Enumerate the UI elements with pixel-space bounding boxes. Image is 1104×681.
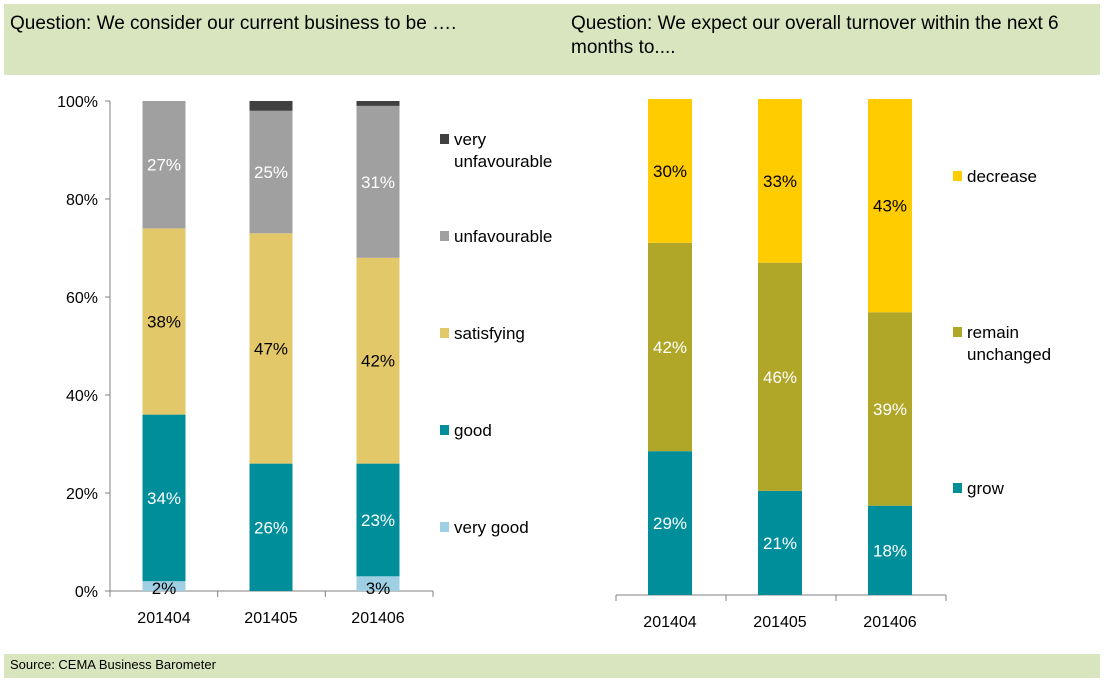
data-label: 43% xyxy=(873,197,907,216)
bar-segment-very-good xyxy=(142,581,186,591)
data-label: 21% xyxy=(763,534,797,553)
data-label: 46% xyxy=(763,368,797,387)
bar-segment-very-good xyxy=(356,576,400,591)
legend-label-good: good xyxy=(454,421,492,440)
y-tick-label: 20% xyxy=(66,486,98,503)
legend-swatch-remain-unchanged xyxy=(953,327,962,337)
x-tick-label: 201404 xyxy=(137,610,190,627)
bar-segment-unfavourable xyxy=(249,110,293,234)
bar-segment-unfavourable xyxy=(142,101,186,229)
bar-segment-remain-unchanged xyxy=(648,242,692,452)
legend-swatch-satisfying xyxy=(440,328,449,338)
bar-segment-very-unfavourable xyxy=(356,101,400,106)
left-chart-question: Question: We consider our current busine… xyxy=(10,13,457,34)
right-chart-question: Question: We expect our overall turnover… xyxy=(571,13,1059,58)
data-label: 18% xyxy=(873,541,907,560)
data-label: 2% xyxy=(152,579,177,598)
y-tick-label: 80% xyxy=(66,192,98,209)
header-band xyxy=(4,4,1100,75)
legend-label-very-good: very good xyxy=(454,518,529,537)
data-label: 27% xyxy=(147,156,181,175)
bar-segment-grow xyxy=(648,451,692,595)
bar-segment-remain-unchanged xyxy=(868,312,912,506)
data-label: 42% xyxy=(653,338,687,357)
bar-segment-grow xyxy=(758,490,802,595)
data-label: 42% xyxy=(361,352,395,371)
legend-label-satisfying: satisfying xyxy=(454,324,525,343)
data-label: 33% xyxy=(763,172,797,191)
legend-swatch-very-unfavourable xyxy=(440,134,449,144)
bar-segment-unfavourable xyxy=(356,105,400,258)
bar-segment-decrease xyxy=(648,99,692,243)
data-label: 3% xyxy=(366,579,391,598)
bar-segment-good xyxy=(142,414,186,582)
legend-label-decrease: decrease xyxy=(967,167,1037,186)
legend-label-remain-unchanged: remain unchanged xyxy=(967,323,1051,364)
source-note: Source: CEMA Business Barometer xyxy=(10,657,216,672)
legend-label-unfavourable: unfavourable xyxy=(454,227,552,246)
data-label: 39% xyxy=(873,400,907,419)
bar-segment-good xyxy=(356,463,400,577)
data-label: 26% xyxy=(254,518,288,537)
legend-swatch-grow xyxy=(953,483,962,493)
bar-segment-satisfying xyxy=(142,228,186,415)
bar-segment-satisfying xyxy=(356,257,400,464)
bar-segment-grow xyxy=(868,505,912,595)
legend-swatch-very-good xyxy=(440,522,449,532)
legend-label-grow: grow xyxy=(967,479,1005,498)
x-tick-label: 201404 xyxy=(643,614,696,631)
turnover-expectation-chart: 201404 201405 201406 29% 42% 30% 21% 46% 33% 18% 3… xyxy=(615,99,1051,631)
legend-swatch-good xyxy=(440,425,449,435)
bar-segment-decrease xyxy=(868,99,912,313)
footer-band xyxy=(4,654,1100,678)
y-tick-label: 100% xyxy=(57,94,98,111)
bar-segment-remain-unchanged xyxy=(758,262,802,491)
bar-segment-very-unfavourable xyxy=(249,101,293,111)
legend-swatch-unfavourable xyxy=(440,231,449,241)
data-label: 34% xyxy=(147,489,181,508)
bar-segment-decrease xyxy=(758,99,802,263)
x-tick-label: 201405 xyxy=(244,610,297,627)
y-tick-label: 60% xyxy=(66,290,98,307)
data-label: 38% xyxy=(147,313,181,332)
legend-swatch-decrease xyxy=(953,171,962,181)
data-label: 31% xyxy=(361,173,395,192)
data-label: 29% xyxy=(653,514,687,533)
legend-label-very-unfavourable: very unfavourable xyxy=(454,130,552,171)
data-label: 23% xyxy=(361,511,395,530)
data-label: 47% xyxy=(254,339,288,358)
x-tick-label: 201405 xyxy=(753,614,806,631)
business-situation-chart: 0% 20% 40% 60% 80% 100% 201404 201405 201406 2% 34… xyxy=(57,94,552,627)
y-tick-label: 0% xyxy=(75,584,98,601)
data-label: 25% xyxy=(254,163,288,182)
data-label: 30% xyxy=(653,162,687,181)
bar-segment-good xyxy=(249,463,293,591)
bar-segment-satisfying xyxy=(249,233,293,464)
x-tick-label: 201406 xyxy=(863,614,916,631)
y-tick-label: 40% xyxy=(66,388,98,405)
x-tick-label: 201406 xyxy=(351,610,404,627)
